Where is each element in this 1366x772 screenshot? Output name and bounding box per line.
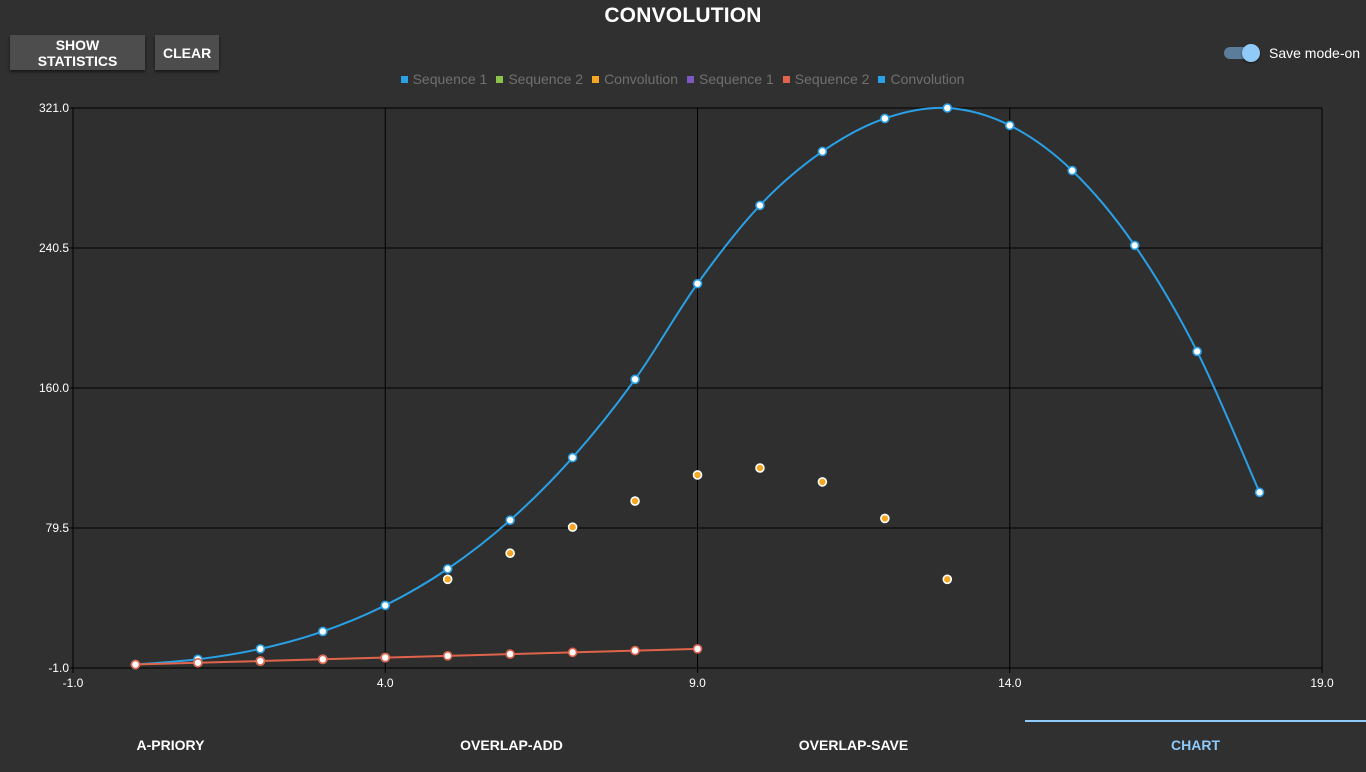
x-tick-label: 9.0 bbox=[689, 676, 706, 690]
legend-swatch bbox=[400, 75, 408, 83]
data-point bbox=[380, 600, 391, 611]
legend-label: Sequence 1 bbox=[412, 71, 488, 87]
legend-item[interactable]: Sequence 2 bbox=[782, 71, 870, 87]
y-tick-label: 160.0 bbox=[39, 381, 69, 395]
legend-item[interactable]: Sequence 1 bbox=[687, 71, 774, 87]
series-line bbox=[135, 106, 1261, 666]
data-point bbox=[130, 659, 141, 670]
data-point bbox=[880, 513, 890, 524]
legend-item[interactable]: Sequence 1 bbox=[400, 71, 488, 87]
data-point bbox=[942, 574, 953, 585]
data-point bbox=[817, 477, 828, 487]
data-point bbox=[442, 574, 453, 585]
data-point bbox=[692, 278, 703, 289]
legend-label: Convolution bbox=[890, 71, 965, 87]
data-point bbox=[255, 644, 266, 654]
series-lines bbox=[135, 106, 1261, 666]
data-point bbox=[442, 564, 453, 574]
axis-ticks: -1.0 4.0 9.0 14.0 19.0 -1.0 79.5 160.0 240.5 321.… bbox=[39, 101, 1334, 690]
legend-swatch bbox=[687, 75, 694, 83]
chart-legend: Sequence 1 Sequence 2 Convolution Sequen… bbox=[0, 71, 1366, 87]
series-points bbox=[130, 103, 1265, 670]
data-point bbox=[942, 103, 953, 113]
page-title: CONVOLUTION bbox=[604, 4, 762, 27]
data-point bbox=[317, 654, 328, 665]
series-line bbox=[135, 647, 698, 666]
tab-chart[interactable]: CHART bbox=[1171, 737, 1220, 753]
data-point bbox=[880, 113, 890, 124]
data-point bbox=[692, 470, 703, 480]
data-point bbox=[193, 657, 203, 668]
convolution-chart: -1.0 4.0 9.0 14.0 19.0 -1.0 79.5 160.0 240.5 321.… bbox=[39, 101, 1334, 690]
data-point bbox=[1067, 165, 1077, 176]
legend-swatch bbox=[878, 75, 886, 83]
data-point bbox=[380, 652, 391, 663]
x-tick-label: 14.0 bbox=[998, 676, 1022, 690]
data-point bbox=[567, 522, 578, 532]
legend-label: Sequence 2 bbox=[508, 71, 584, 87]
y-tick-label: -1.0 bbox=[48, 661, 69, 675]
data-point bbox=[505, 649, 515, 659]
x-tick-label: 19.0 bbox=[1310, 676, 1334, 690]
y-tick-label: 79.5 bbox=[46, 521, 70, 535]
x-tick-label: 4.0 bbox=[377, 676, 394, 690]
tab-a-priory[interactable]: A-PRIORY bbox=[136, 737, 205, 753]
chart-grid bbox=[68, 107, 1323, 673]
data-point bbox=[630, 645, 640, 656]
toggle-knob bbox=[1242, 44, 1260, 62]
data-point bbox=[1254, 487, 1265, 498]
data-point bbox=[692, 644, 703, 654]
save-mode-label: Save mode-on bbox=[1269, 45, 1361, 61]
data-point bbox=[442, 651, 453, 661]
data-point bbox=[630, 374, 640, 385]
tab-overlap-add[interactable]: OVERLAP-ADD bbox=[460, 737, 563, 753]
legend-label: Sequence 2 bbox=[794, 71, 870, 87]
y-tick-label: 240.5 bbox=[39, 241, 69, 255]
data-point bbox=[505, 515, 515, 525]
clear-button[interactable]: CLEAR bbox=[155, 35, 219, 70]
legend-label: Sequence 1 bbox=[699, 71, 774, 87]
legend-label: Convolution bbox=[604, 71, 678, 87]
legend-item[interactable]: Convolution bbox=[878, 71, 964, 87]
legend-item[interactable]: Convolution bbox=[592, 71, 678, 87]
tab-overlap-save[interactable]: OVERLAP-SAVE bbox=[798, 737, 909, 753]
bottom-tabs: A-PRIORY OVERLAP-ADD OVERLAP-SAVE CHART bbox=[0, 718, 1366, 768]
legend-swatch bbox=[592, 75, 600, 83]
y-tick-label: 321.0 bbox=[39, 101, 69, 115]
data-point bbox=[1004, 120, 1015, 131]
data-point bbox=[817, 146, 828, 157]
active-tab-indicator bbox=[1025, 720, 1366, 722]
legend-item[interactable]: Sequence 2 bbox=[496, 71, 583, 87]
legend-swatch bbox=[496, 75, 504, 83]
data-point bbox=[755, 200, 765, 211]
data-point bbox=[567, 452, 578, 463]
data-point bbox=[255, 656, 266, 666]
data-point bbox=[567, 647, 578, 658]
x-tick-label: -1.0 bbox=[63, 676, 84, 690]
data-point bbox=[755, 463, 765, 473]
save-mode-toggle[interactable] bbox=[1222, 43, 1262, 63]
data-point bbox=[630, 496, 640, 506]
show-statistics-button[interactable]: SHOW STATISTICS bbox=[10, 35, 145, 70]
data-point bbox=[317, 626, 328, 637]
data-point bbox=[1129, 240, 1140, 251]
legend-swatch bbox=[782, 75, 790, 83]
data-point bbox=[1192, 346, 1202, 357]
data-point bbox=[505, 548, 515, 559]
